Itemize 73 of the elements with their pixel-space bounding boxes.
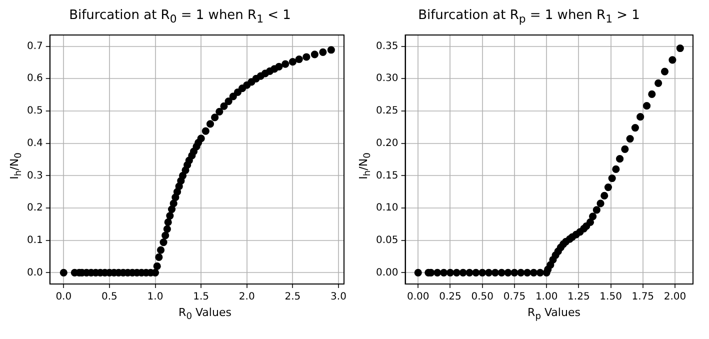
- point: [491, 268, 499, 276]
- y-tick-label: 0.6: [26, 73, 43, 84]
- y-tick-label: 0.4: [26, 138, 43, 149]
- y-tick-label: 0.05: [376, 234, 398, 246]
- y-tick-label: 0.00: [376, 267, 398, 278]
- x-tick-label: 2.5: [284, 292, 301, 303]
- x-tick-label: 0.00: [406, 292, 430, 303]
- y-tick-label: 0.0: [26, 267, 43, 278]
- point: [414, 268, 422, 276]
- point: [472, 268, 480, 276]
- point: [648, 90, 656, 98]
- point: [459, 268, 467, 276]
- point: [636, 113, 644, 121]
- point: [608, 174, 616, 182]
- x-tick-label: 1.50: [600, 292, 622, 303]
- point: [466, 268, 474, 276]
- point: [446, 268, 454, 276]
- point: [654, 79, 662, 87]
- point: [626, 135, 634, 143]
- point: [530, 268, 538, 276]
- point: [596, 200, 604, 208]
- y-tick-label: 0.25: [376, 106, 398, 117]
- point: [536, 268, 544, 276]
- point: [604, 184, 612, 192]
- y-tick-label: 0.15: [376, 170, 398, 182]
- x-tick-label: 0.25: [439, 292, 462, 303]
- x-tick-label: 1.25: [568, 292, 590, 303]
- chart-title: Bifurcation at R$_{0}$ = 1 when R$_{1}$ < 1: [68, 8, 292, 26]
- x-tick-label: 0.0: [56, 292, 72, 303]
- point: [478, 268, 486, 276]
- x-tick-label: 1.0: [147, 292, 164, 303]
- point: [440, 268, 448, 276]
- x-tick-label: 3.0: [330, 292, 346, 303]
- point: [660, 68, 669, 76]
- x-tick-label: 2.00: [664, 292, 686, 303]
- point: [600, 192, 608, 200]
- point: [504, 268, 512, 276]
- y-tick-label: 0.1: [26, 234, 43, 246]
- x-tick-label: 0.50: [471, 292, 494, 303]
- y-tick-label: 0.20: [376, 138, 398, 149]
- x-tick-label: 1.75: [632, 292, 654, 303]
- y-tick-label: 0.7: [26, 40, 43, 52]
- point: [517, 268, 525, 276]
- point: [668, 56, 676, 64]
- point: [452, 268, 460, 276]
- point: [676, 44, 684, 52]
- y-tick-label: 0.30: [376, 73, 398, 84]
- point: [498, 268, 506, 276]
- y-tick-label: 0.5: [26, 106, 43, 117]
- x-tick-label: 1.00: [535, 292, 558, 303]
- x-axis-title: R$_{0}$ Values: [178, 306, 232, 322]
- point: [642, 102, 651, 110]
- point: [589, 212, 597, 220]
- x-tick-label: 0.5: [102, 292, 118, 303]
- y-tick-label: 0.35: [376, 40, 398, 52]
- point: [484, 268, 493, 276]
- x-tick-label: 0.75: [503, 292, 526, 303]
- point: [592, 206, 600, 214]
- point: [616, 155, 624, 163]
- point: [434, 268, 442, 276]
- chart-title: Bifurcation at R$_{p}$ = 1 when R$_{1}$ > 1: [417, 8, 641, 26]
- x-axis-title: R$_{p}$ Values: [526, 306, 582, 322]
- point: [612, 165, 620, 173]
- point: [510, 268, 518, 276]
- point: [523, 268, 532, 276]
- y-tick-label: 0.2: [26, 202, 43, 214]
- x-tick-label: 2.0: [238, 292, 255, 303]
- point: [586, 218, 594, 226]
- y-tick-label: 0.3: [26, 170, 43, 182]
- point: [621, 145, 629, 153]
- x-tick-label: 1.5: [193, 292, 210, 303]
- point: [631, 124, 639, 132]
- y-tick-label: 0.10: [376, 202, 398, 214]
